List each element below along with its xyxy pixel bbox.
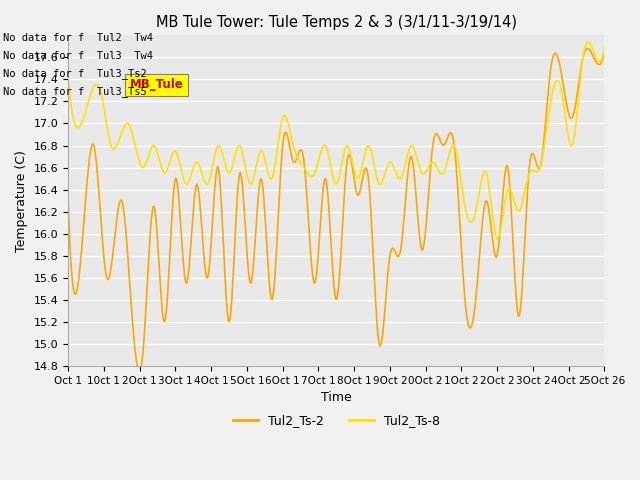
Tul2_Ts-2 bbox=[381, 305, 389, 311]
Tul2_Ts-2 bbox=[584, 46, 591, 51]
Tul2_Ts-8 bbox=[64, 76, 72, 82]
Tul2_Ts-8 bbox=[422, 168, 430, 174]
Legend: Tul2_Ts-2, Tul2_Ts-8: Tul2_Ts-2, Tul2_Ts-8 bbox=[228, 409, 445, 432]
Tul2_Ts-8 bbox=[380, 174, 388, 180]
Tul2_Ts-8 bbox=[468, 219, 476, 225]
Text: MB_Tule: MB_Tule bbox=[130, 78, 184, 91]
Title: MB Tule Tower: Tule Temps 2 & 3 (3/1/11-3/19/14): MB Tule Tower: Tule Temps 2 & 3 (3/1/11-… bbox=[156, 15, 516, 30]
Line: Tul2_Ts-8: Tul2_Ts-8 bbox=[68, 42, 604, 240]
Y-axis label: Temperature (C): Temperature (C) bbox=[15, 150, 28, 252]
Tul2_Ts-8 bbox=[584, 39, 592, 45]
Tul2_Ts-2 bbox=[600, 49, 608, 55]
Tul2_Ts-2 bbox=[203, 275, 211, 281]
Tul2_Ts-8 bbox=[307, 173, 315, 179]
Tul2_Ts-8 bbox=[600, 44, 608, 49]
Tul2_Ts-8 bbox=[159, 168, 167, 174]
Tul2_Ts-2 bbox=[469, 319, 477, 324]
Text: No data for f  Tul3  Tw4: No data for f Tul3 Tw4 bbox=[3, 50, 153, 60]
Tul2_Ts-2 bbox=[308, 263, 316, 268]
Tul2_Ts-8 bbox=[494, 237, 502, 242]
Tul2_Ts-2 bbox=[64, 198, 72, 204]
X-axis label: Time: Time bbox=[321, 391, 351, 404]
Line: Tul2_Ts-2: Tul2_Ts-2 bbox=[68, 48, 604, 371]
Tul2_Ts-2 bbox=[160, 319, 168, 324]
Tul2_Ts-2 bbox=[136, 368, 143, 373]
Text: No data for f  Tul2  Tw4: No data for f Tul2 Tw4 bbox=[3, 33, 153, 43]
Tul2_Ts-8 bbox=[202, 181, 210, 187]
Text: No data for f  Tul3_Ts5: No data for f Tul3_Ts5 bbox=[3, 86, 147, 97]
Tul2_Ts-2 bbox=[423, 210, 431, 216]
Text: No data for f  Tul3_Ts2: No data for f Tul3_Ts2 bbox=[3, 68, 147, 79]
